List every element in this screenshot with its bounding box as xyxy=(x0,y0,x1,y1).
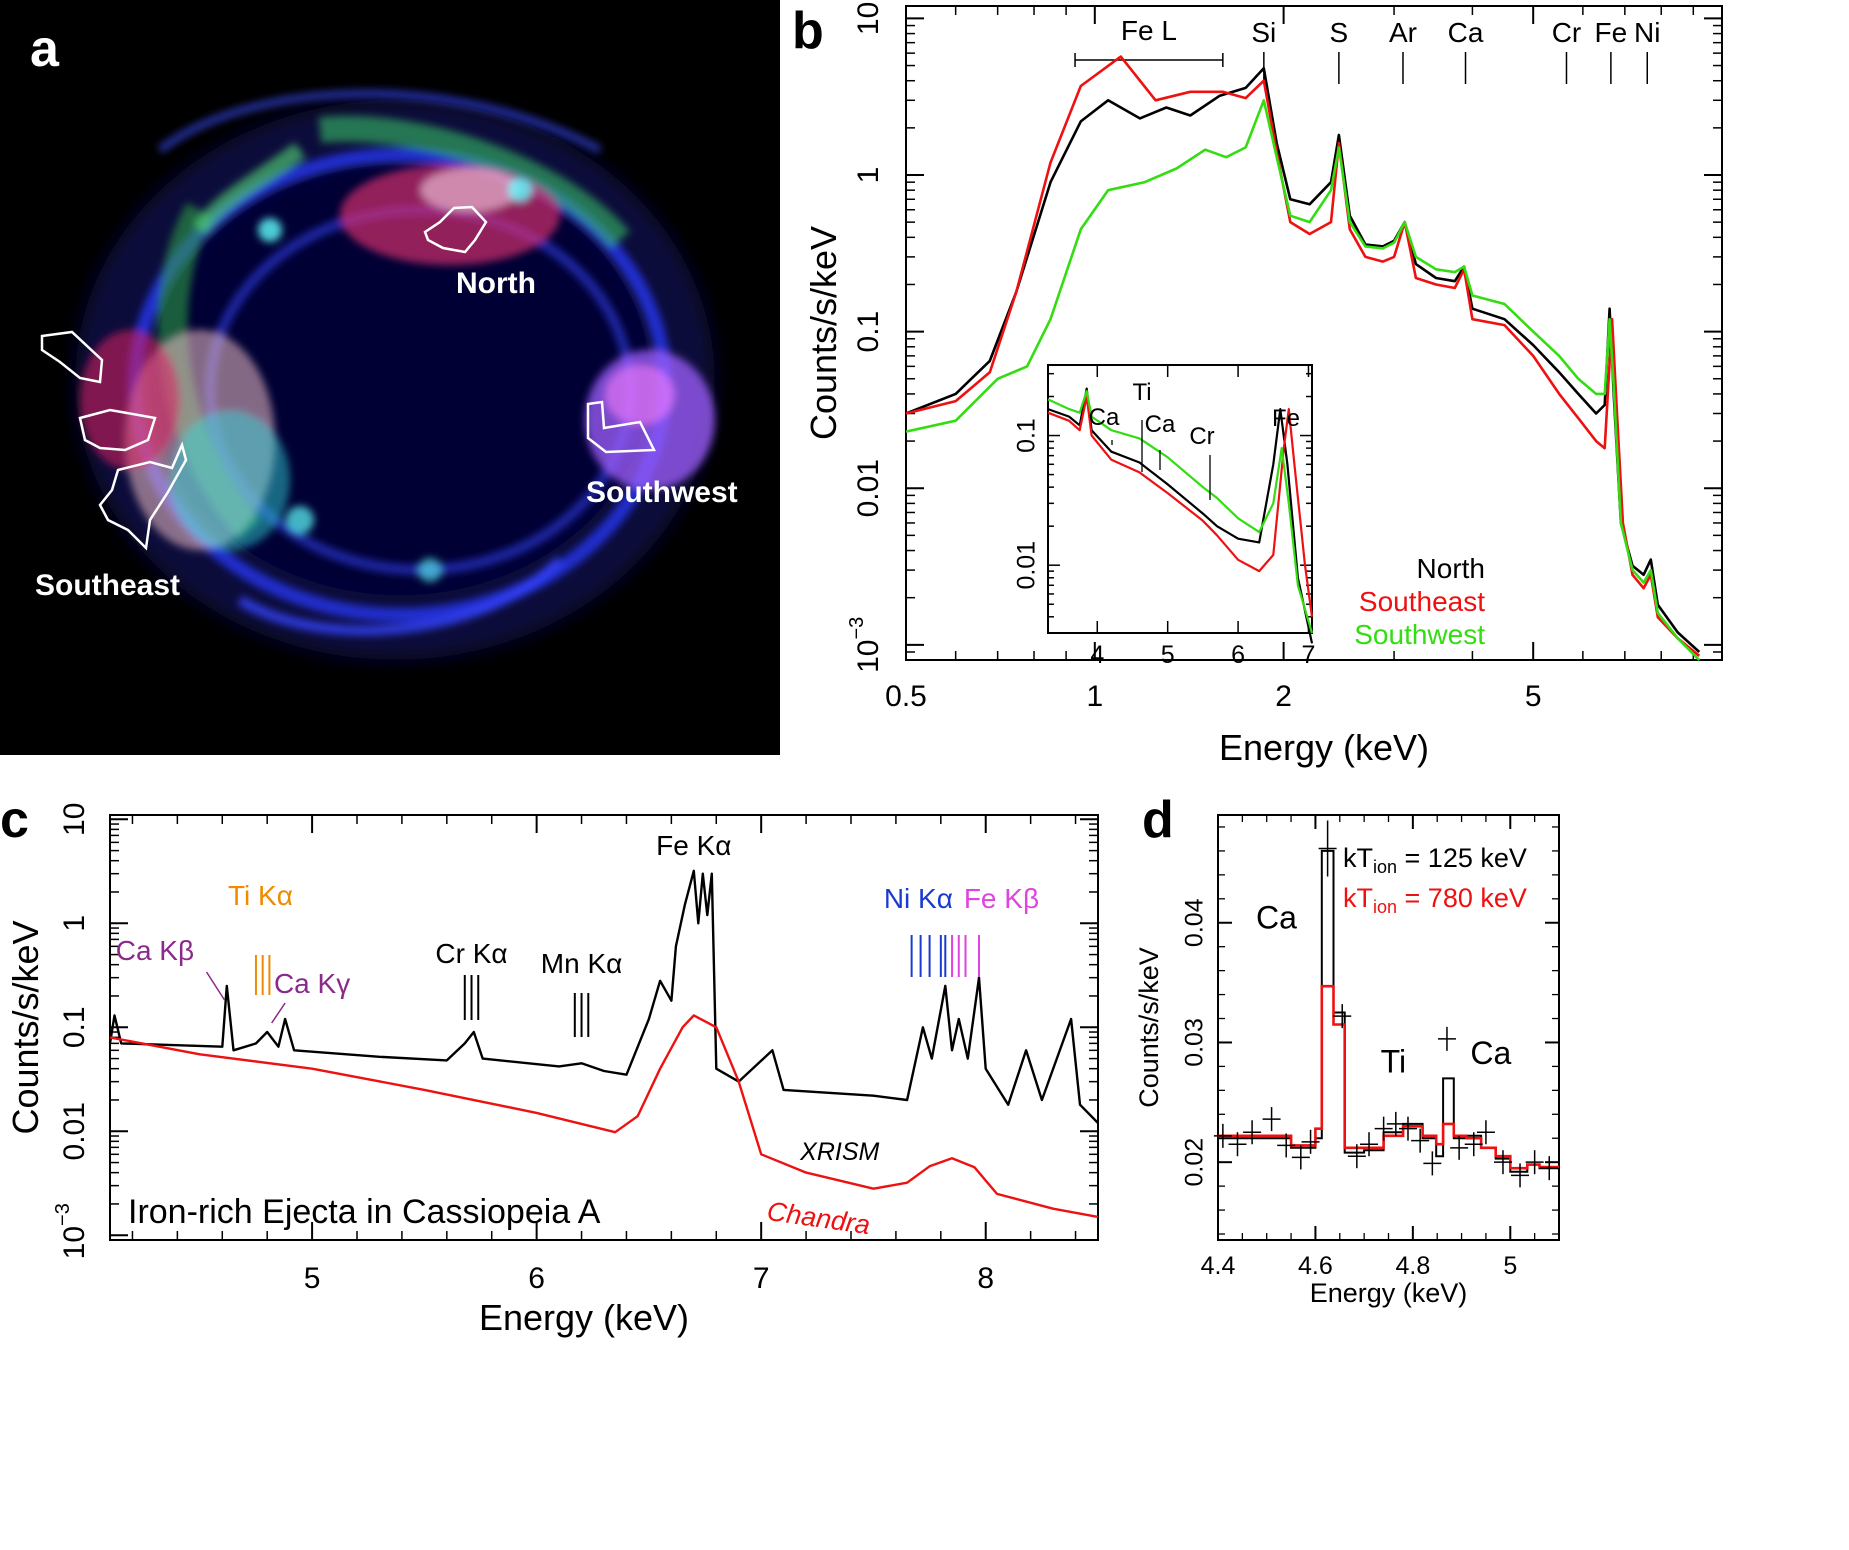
b-legend-southwest: Southwest xyxy=(1354,619,1485,650)
d-x-tick-label: 5 xyxy=(1503,1252,1517,1280)
c-line-annotation: Ca Kγ xyxy=(274,968,350,999)
b-inset-x-tick-label: 7 xyxy=(1302,641,1316,669)
region-southwest-contour xyxy=(586,400,656,454)
panel-label-a: a xyxy=(30,20,60,78)
b-plot-frame xyxy=(905,5,1723,661)
b-legend-north: North xyxy=(1417,553,1485,584)
remnant-shell xyxy=(80,89,715,636)
b-line-marker-label: Fe L xyxy=(1121,15,1177,46)
b-y-tick-label-exp: 10−3 xyxy=(846,617,885,673)
d-line-label: Ti xyxy=(1381,1043,1406,1079)
c-line-annotation: Cr Kα xyxy=(435,938,507,969)
b-inset-series-southwest xyxy=(1047,390,1314,634)
b-y-axis-label: Counts/s/keV xyxy=(803,226,844,440)
d-series-780kev xyxy=(1218,984,1559,1170)
c-xrism-label: XRISM xyxy=(799,1138,879,1166)
b-x-tick-label: 2 xyxy=(1275,680,1292,713)
d-y-tick-label: 0.02 xyxy=(1181,1138,1209,1187)
d-y-tick-label: 0.04 xyxy=(1181,898,1209,947)
b-inset-line-label: Fe xyxy=(1272,405,1300,432)
c-line-annotation: Ca Kβ xyxy=(116,935,194,966)
d-legend-entry: kTion = 780 keV xyxy=(1343,883,1527,917)
c-x-axis-label: Energy (keV) xyxy=(479,1297,689,1338)
c-y-tick-label: 1 xyxy=(58,915,91,932)
c-line-annotation: Ti Kα xyxy=(228,880,293,911)
chart-d: d 4.4 4.6 4.8 5 0.02 0.03 0.04 Energy (keV) Coun… xyxy=(1134,791,1560,1308)
c-x-tick-label: 5 xyxy=(304,1262,321,1295)
region-southeast-contour-3 xyxy=(98,441,188,551)
c-x-tick-label: 6 xyxy=(528,1262,545,1295)
chart-c: c 5 6 7 8 10 1 0.1 0.01 10−3 Energy (keV) Counts/s… xyxy=(0,791,1099,1338)
d-x-axis-label: Energy (keV) xyxy=(1310,1278,1468,1308)
panel-label-b: b xyxy=(792,2,824,60)
c-ca-kg-leader xyxy=(271,1002,286,1024)
b-inset-line-label: Ca xyxy=(1145,411,1176,438)
c-ca-kb-leader xyxy=(205,971,226,1001)
region-label-southwest: Southwest xyxy=(586,476,738,509)
b-inset-line-label: Ti xyxy=(1132,379,1151,406)
b-inset-y-tick-label: 0.1 xyxy=(1013,418,1041,453)
c-line-annotation: Fe Kβ xyxy=(964,883,1039,914)
c-title: Iron-rich Ejecta in Cassiopeia A xyxy=(128,1193,601,1231)
b-inset-line-label: Cr xyxy=(1189,423,1214,450)
chart-b: b 0.5 1 2 5 10 1 0.1 0.01 10−3 Energy (keV) Counts… xyxy=(792,2,1723,768)
c-x-tick-label: 7 xyxy=(753,1262,770,1295)
c-y-tick-label: 0.1 xyxy=(58,1006,91,1048)
panel-a-image: a North Southeast Southwest xyxy=(0,0,780,755)
b-inset-line-label: Ca xyxy=(1089,404,1120,431)
region-southeast-contour-2 xyxy=(78,408,157,452)
panel-label-c: c xyxy=(0,791,29,849)
c-line-annotation: Mn Kα xyxy=(541,948,623,979)
b-line-marker-label: Ni xyxy=(1634,17,1660,48)
b-x-tick-label: 0.5 xyxy=(885,680,927,713)
region-north-contour xyxy=(423,205,488,254)
d-line-label: Ca xyxy=(1470,1035,1511,1071)
d-x-tick-label: 4.4 xyxy=(1201,1252,1236,1280)
b-line-marker-label: Cr xyxy=(1552,17,1582,48)
b-x-axis-label: Energy (keV) xyxy=(1219,727,1429,768)
d-x-tick-label: 4.8 xyxy=(1395,1252,1430,1280)
region-label-north: North xyxy=(456,267,536,300)
b-inset-y-tick-label: 0.01 xyxy=(1013,541,1041,590)
region-southeast-contour-1 xyxy=(40,330,104,384)
d-y-tick-label: 0.03 xyxy=(1181,1018,1209,1067)
c-line-annotation: Fe Kα xyxy=(656,830,731,861)
region-label-southeast: Southeast xyxy=(35,569,180,602)
b-y-tick-label: 10 xyxy=(852,2,885,35)
b-x-tick-label: 1 xyxy=(1086,680,1103,713)
c-y-tick-label-exp: 10−3 xyxy=(52,1203,91,1259)
b-x-tick-label: 5 xyxy=(1525,680,1542,713)
panel-label-d: d xyxy=(1142,791,1174,849)
c-series-chandra xyxy=(109,1014,1099,1219)
d-series-125kev xyxy=(1218,849,1559,1173)
d-legend-entry: kTion = 125 keV xyxy=(1343,843,1527,877)
b-y-tick-label: 1 xyxy=(852,167,885,184)
b-inset-series-southeast xyxy=(1047,395,1314,617)
c-line-annotation: Ni Kα xyxy=(884,883,953,914)
d-line-label: Ca xyxy=(1256,900,1297,936)
c-y-axis-label: Counts/s/keV xyxy=(5,920,46,1134)
d-y-axis-label: Counts/s/keV xyxy=(1134,947,1164,1108)
b-line-marker-label: Ar xyxy=(1389,17,1417,48)
c-series-xrism xyxy=(108,869,1099,1124)
d-x-tick-label: 4.6 xyxy=(1298,1252,1333,1280)
c-chandra-label: Chandra xyxy=(765,1196,872,1240)
b-line-marker-label: Ca xyxy=(1448,17,1484,48)
b-line-marker-label: Si xyxy=(1251,17,1276,48)
c-y-tick-label: 10 xyxy=(58,803,91,836)
c-x-tick-label: 8 xyxy=(977,1262,994,1295)
b-inset-x-tick-label: 5 xyxy=(1161,641,1175,669)
d-plot-frame xyxy=(1217,814,1560,1241)
c-y-tick-label: 0.01 xyxy=(58,1102,91,1160)
b-series-southeast xyxy=(905,55,1701,657)
b-y-tick-label: 0.1 xyxy=(852,311,885,353)
b-legend-southeast: Southeast xyxy=(1359,586,1485,617)
b-line-marker-label: S xyxy=(1330,17,1349,48)
b-inset-x-tick-label: 6 xyxy=(1231,641,1245,669)
b-inset-x-tick-label: 4 xyxy=(1090,641,1104,669)
b-series-southwest xyxy=(905,99,1701,661)
b-y-tick-label: 0.01 xyxy=(852,459,885,517)
b-line-marker-label: Fe xyxy=(1595,17,1628,48)
